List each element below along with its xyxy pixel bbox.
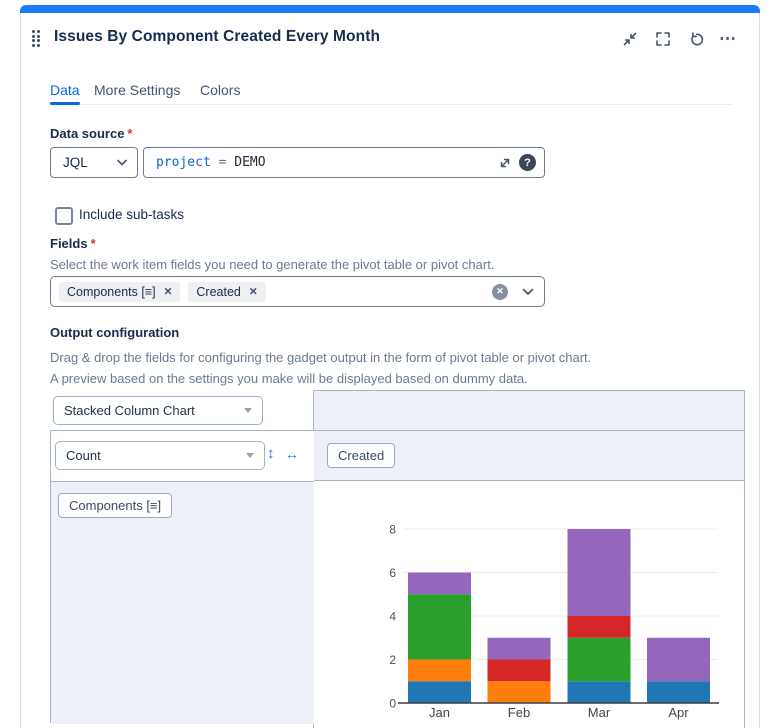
output-helper-1: Drag & drop the fields for configuring t… [50,350,592,365]
svg-text:Mar: Mar [588,705,611,720]
select-arrow-icon [244,408,252,413]
required-asterisk: * [90,236,96,251]
pivot-column-chip-created[interactable]: Created [327,443,396,468]
fields-multiselect[interactable]: Components [≡] ✕ Created ✕ ✕ [50,276,545,307]
include-subtasks-label: Include sub-tasks [79,207,185,222]
svg-text:2: 2 [389,653,396,667]
fullscreen-icon [656,32,670,46]
help-icon: ? [524,156,531,169]
field-chip-components[interactable]: Components [≡] ✕ [59,281,181,302]
tab-data[interactable]: Data [50,82,80,98]
swap-horizontal-icon[interactable]: ↔ [285,446,299,462]
svg-text:0: 0 [389,697,396,711]
output-config-label: Output configuration [50,325,180,340]
pivot-measure-area: Count ↕ ↔ Components [≡] [50,430,314,724]
chevron-down-icon[interactable] [522,288,534,296]
collapse-button[interactable] [620,29,640,49]
fields-helper-text: Select the work item fields you need to … [50,257,495,272]
pivot-row-chip-components[interactable]: Components [≡] [58,493,173,518]
refresh-icon [690,31,703,45]
jql-help-button[interactable]: ? [519,154,536,171]
pivot-columns-dropzone[interactable]: Created [313,430,745,480]
active-tab-underline [50,102,80,105]
remove-field-icon[interactable]: ✕ [163,285,173,298]
chart-type-select[interactable]: Stacked Column Chart [53,396,263,425]
svg-text:4: 4 [389,610,396,624]
tab-colors[interactable]: Colors [200,82,241,98]
select-arrow-icon [246,453,254,458]
jql-query-text: project = DEMO [156,155,266,170]
fullscreen-button[interactable] [653,29,673,49]
pivot-rows-dropzone[interactable]: Components [≡] [51,481,314,724]
svg-text:6: 6 [389,566,396,580]
swap-vertical-icon[interactable]: ↕ [267,445,275,462]
chart-type-value: Stacked Column Chart [64,403,195,418]
jql-query-input[interactable]: project = DEMO ? [143,147,545,178]
more-icon: ⋯ [719,29,737,48]
preview-chart: 0 2 4 6 8 Jan Feb Mar Apr [389,523,719,720]
selected-fields: Components [≡] ✕ Created ✕ [59,281,492,302]
gadget-title: Issues By Component Created Every Month [54,28,381,45]
remove-field-icon[interactable]: ✕ [248,285,258,298]
chevron-down-icon [117,159,127,166]
data-source-type-select[interactable]: JQL [50,147,138,178]
clear-icon: ✕ [496,286,504,296]
collapse-icon [623,32,637,46]
drag-handle-icon[interactable] [32,30,40,47]
data-source-label: Data source * [50,126,133,141]
tabs-divider [50,104,733,105]
fields-label: Fields * [50,236,96,251]
chart-preview-area: 0 2 4 6 8 Jan Feb Mar Apr [314,480,744,728]
output-helper-2: A preview based on the settings you make… [50,371,528,386]
include-subtasks-checkbox[interactable] [55,207,73,225]
svg-text:Feb: Feb [508,705,530,720]
more-actions-button[interactable]: ⋯ [716,29,740,49]
data-source-type-value: JQL [63,155,88,170]
refresh-button[interactable] [686,29,706,49]
field-chip-created[interactable]: Created ✕ [188,281,266,302]
required-asterisk: * [127,126,133,141]
expand-query-icon[interactable] [498,156,512,170]
tab-more-settings[interactable]: More Settings [94,82,181,98]
svg-text:Jan: Jan [429,705,450,720]
gadget-accent-bar [20,5,760,13]
measure-value: Count [66,448,101,463]
svg-text:8: 8 [389,523,396,537]
measure-select[interactable]: Count [55,441,265,470]
svg-text:Apr: Apr [668,705,689,720]
clear-all-fields-button[interactable]: ✕ [492,283,508,300]
